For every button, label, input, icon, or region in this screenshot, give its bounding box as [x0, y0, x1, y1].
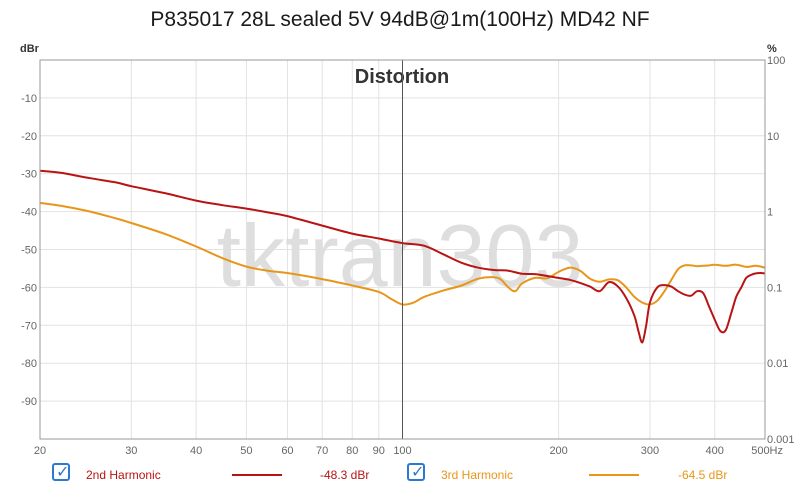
- checkmark-icon: ✓: [411, 462, 425, 481]
- x-tick-label: 50: [240, 445, 252, 457]
- series-3rd-harmonic: [39, 201, 766, 306]
- page-title: P835017 28L sealed 5V 94dB@1m(100Hz) MD4…: [150, 8, 650, 31]
- series-layer: [39, 169, 766, 344]
- x-tick-label: 200: [549, 445, 567, 457]
- x-tick-label: 500Hz: [751, 445, 783, 457]
- y-tick-label: -90: [21, 396, 37, 408]
- x-tick-label: 100: [393, 445, 411, 457]
- y2-tick-label: 0.01: [767, 358, 788, 370]
- x-tick-label: 400: [706, 445, 724, 457]
- watermark: tktran303: [217, 206, 584, 305]
- y-tick-label: -30: [21, 169, 37, 181]
- legend-label-2nd: 2nd Harmonic: [86, 468, 161, 482]
- x-tick-label: 90: [373, 445, 385, 457]
- x-tick-label: 70: [316, 445, 328, 457]
- y2-tick-label: 0.1: [767, 282, 782, 294]
- y-tick-label: -20: [21, 131, 37, 143]
- legend-value-3rd: -64.5 dBr: [678, 468, 728, 482]
- x-tick-label: 30: [125, 445, 137, 457]
- x-tick-label: 60: [281, 445, 293, 457]
- legend-value-2nd: -48.3 dBr: [320, 468, 370, 482]
- y2-tick-label: 1: [767, 207, 773, 219]
- x-tick-label: 40: [190, 445, 202, 457]
- series-2nd-checkbox[interactable]: ✓: [52, 462, 70, 481]
- y2-tick-label: 0.001: [767, 434, 795, 446]
- y-tick-label: -50: [21, 245, 37, 257]
- y2-tick-label: 10: [767, 131, 779, 143]
- y-tick-label: -40: [21, 207, 37, 219]
- y-tick-label: -70: [21, 320, 37, 332]
- y2-tick-label: 100: [767, 55, 785, 67]
- legend-line-3rd: [589, 474, 639, 476]
- y-tick-label: -80: [21, 358, 37, 370]
- y-unit-right: %: [767, 43, 777, 55]
- series-2nd-harmonic: [39, 169, 766, 344]
- y-tick-label: -10: [21, 93, 37, 105]
- plot-border: [39, 59, 766, 440]
- y-unit-left: dBr: [20, 43, 40, 55]
- checkmark-icon: ✓: [56, 462, 70, 481]
- legend-line-2nd: [232, 474, 282, 476]
- x-tick-label: 20: [34, 445, 46, 457]
- series-3rd-checkbox[interactable]: ✓: [407, 462, 425, 481]
- y-tick-label: -60: [21, 282, 37, 294]
- axis-ticks: -10 -20 -30 -40 -50 -60 -70 -80 -90 20 30 40 50 60 70 8…: [21, 55, 794, 457]
- x-tick-label: 80: [346, 445, 358, 457]
- legend-label-3rd: 3rd Harmonic: [441, 468, 514, 482]
- x-tick-label: 300: [641, 445, 659, 457]
